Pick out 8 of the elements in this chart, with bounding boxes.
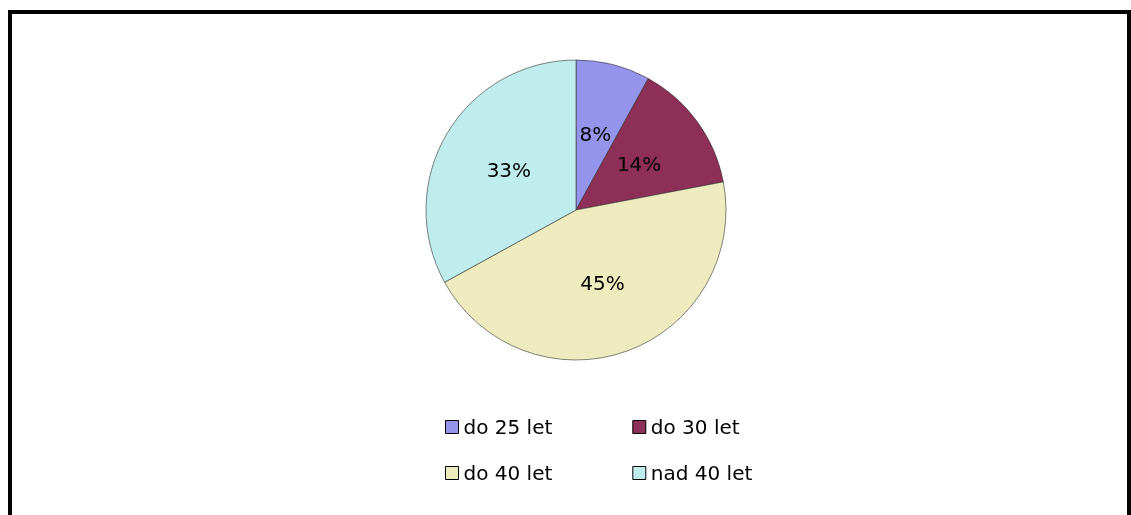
data-label: 45% bbox=[580, 271, 625, 296]
legend-label: do 30 let bbox=[650, 415, 740, 439]
data-label: 8% bbox=[579, 122, 612, 147]
data-label: 14% bbox=[616, 152, 662, 177]
legend-label: do 25 let bbox=[463, 415, 553, 439]
legend-label: nad 40 let bbox=[650, 461, 753, 485]
data-label: 33% bbox=[486, 158, 532, 183]
legend-label: do 40 let bbox=[463, 461, 553, 485]
